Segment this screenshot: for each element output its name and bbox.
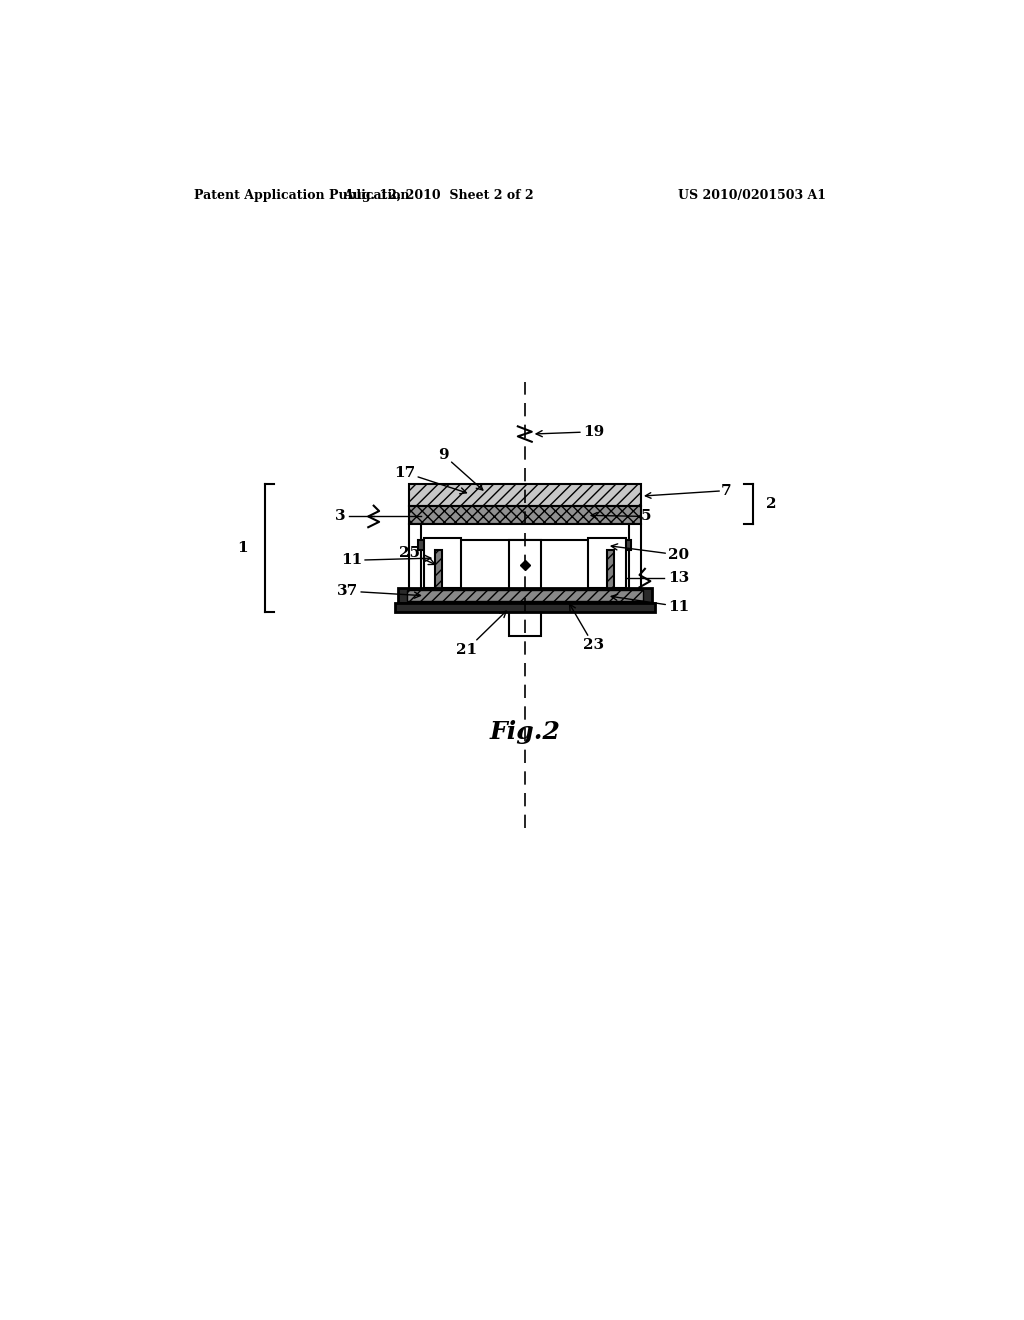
Text: 17: 17 xyxy=(394,466,466,494)
Bar xyxy=(409,484,641,506)
Text: Aug. 12, 2010  Sheet 2 of 2: Aug. 12, 2010 Sheet 2 of 2 xyxy=(343,189,534,202)
Text: 1: 1 xyxy=(238,541,248,554)
Bar xyxy=(418,540,435,549)
Text: 19: 19 xyxy=(537,425,604,438)
Bar xyxy=(589,539,626,589)
Bar xyxy=(407,590,643,601)
Text: 37: 37 xyxy=(337,585,421,598)
Text: 7: 7 xyxy=(721,484,731,498)
Text: 11: 11 xyxy=(611,594,689,614)
Text: 3: 3 xyxy=(335,510,345,524)
Bar xyxy=(418,524,632,540)
Text: 25: 25 xyxy=(399,545,435,565)
Bar xyxy=(424,539,461,589)
Text: 20: 20 xyxy=(611,544,689,562)
Bar xyxy=(435,549,442,591)
Bar xyxy=(394,603,655,612)
Text: Patent Application Publication: Patent Application Publication xyxy=(194,189,410,202)
Bar xyxy=(629,524,641,603)
Bar xyxy=(509,540,541,636)
Text: 2: 2 xyxy=(766,498,776,511)
Bar xyxy=(614,540,632,549)
Bar xyxy=(409,524,421,603)
Text: 9: 9 xyxy=(438,447,483,490)
Text: 5: 5 xyxy=(591,510,651,524)
Text: 13: 13 xyxy=(669,572,689,585)
Text: Fig.2: Fig.2 xyxy=(489,719,560,744)
Bar xyxy=(409,506,641,524)
Text: 11: 11 xyxy=(341,553,431,568)
Text: 23: 23 xyxy=(569,605,604,652)
Text: 21: 21 xyxy=(456,611,506,656)
Text: US 2010/0201503 A1: US 2010/0201503 A1 xyxy=(678,189,825,202)
Bar xyxy=(607,549,614,591)
Bar xyxy=(397,589,652,603)
